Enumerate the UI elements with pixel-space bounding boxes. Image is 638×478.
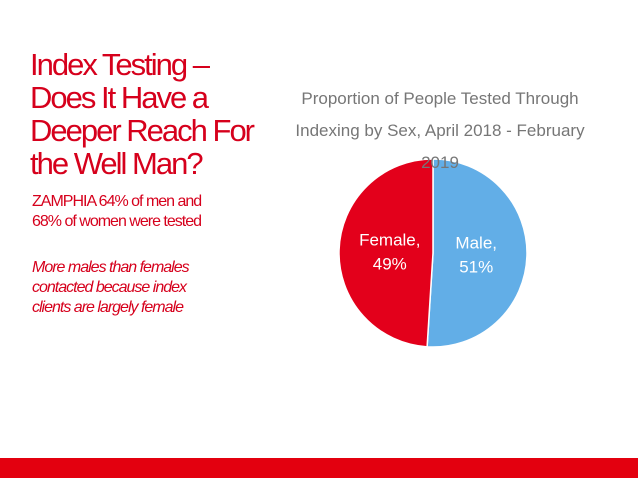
note-line: More males than females bbox=[32, 259, 190, 276]
title-line: Index Testing – bbox=[30, 47, 210, 82]
chart-title-line: Indexing by Sex, April 2018 - February bbox=[295, 121, 585, 140]
title-line: Deeper Reach For bbox=[30, 113, 255, 148]
index-note: More males than females contacted becaus… bbox=[32, 258, 272, 318]
chart-title-line: 2019 bbox=[421, 153, 459, 172]
stat-line: ZAMPHIA 64% of men and bbox=[32, 193, 202, 210]
pie-slice-male bbox=[426, 158, 528, 348]
pie-slices bbox=[338, 158, 528, 348]
pie-chart: Male, 51% Female, 49% Proportion of People … bbox=[295, 89, 585, 348]
title-line: the Well Man? bbox=[30, 146, 204, 181]
chart-title-line: Proportion of People Tested Through bbox=[301, 89, 578, 108]
slice-label-line: Male, bbox=[455, 233, 497, 252]
note-line: clients are largely female bbox=[32, 299, 184, 316]
zamphia-stat: ZAMPHIA 64% of men and 68% of women were… bbox=[32, 192, 272, 232]
slice-label-female: Female, 49% bbox=[359, 231, 420, 274]
stat-line: 68% of women were tested bbox=[32, 213, 202, 230]
pie-slice-female bbox=[338, 158, 434, 348]
slide-title: Index Testing – Does It Have a Deeper Re… bbox=[30, 48, 270, 180]
slice-label-line: 51% bbox=[459, 257, 493, 276]
pie-labels: Male, 51% Female, 49% bbox=[359, 231, 497, 277]
slice-label-line: 49% bbox=[373, 255, 407, 274]
slice-label-male: Male, 51% bbox=[455, 233, 497, 276]
slice-label-line: Female, bbox=[359, 231, 420, 250]
chart-title: Proportion of People Tested Through Inde… bbox=[295, 89, 585, 172]
title-line: Does It Have a bbox=[30, 80, 209, 115]
note-line: contacted because index bbox=[32, 279, 187, 296]
footer-bar bbox=[0, 458, 638, 478]
